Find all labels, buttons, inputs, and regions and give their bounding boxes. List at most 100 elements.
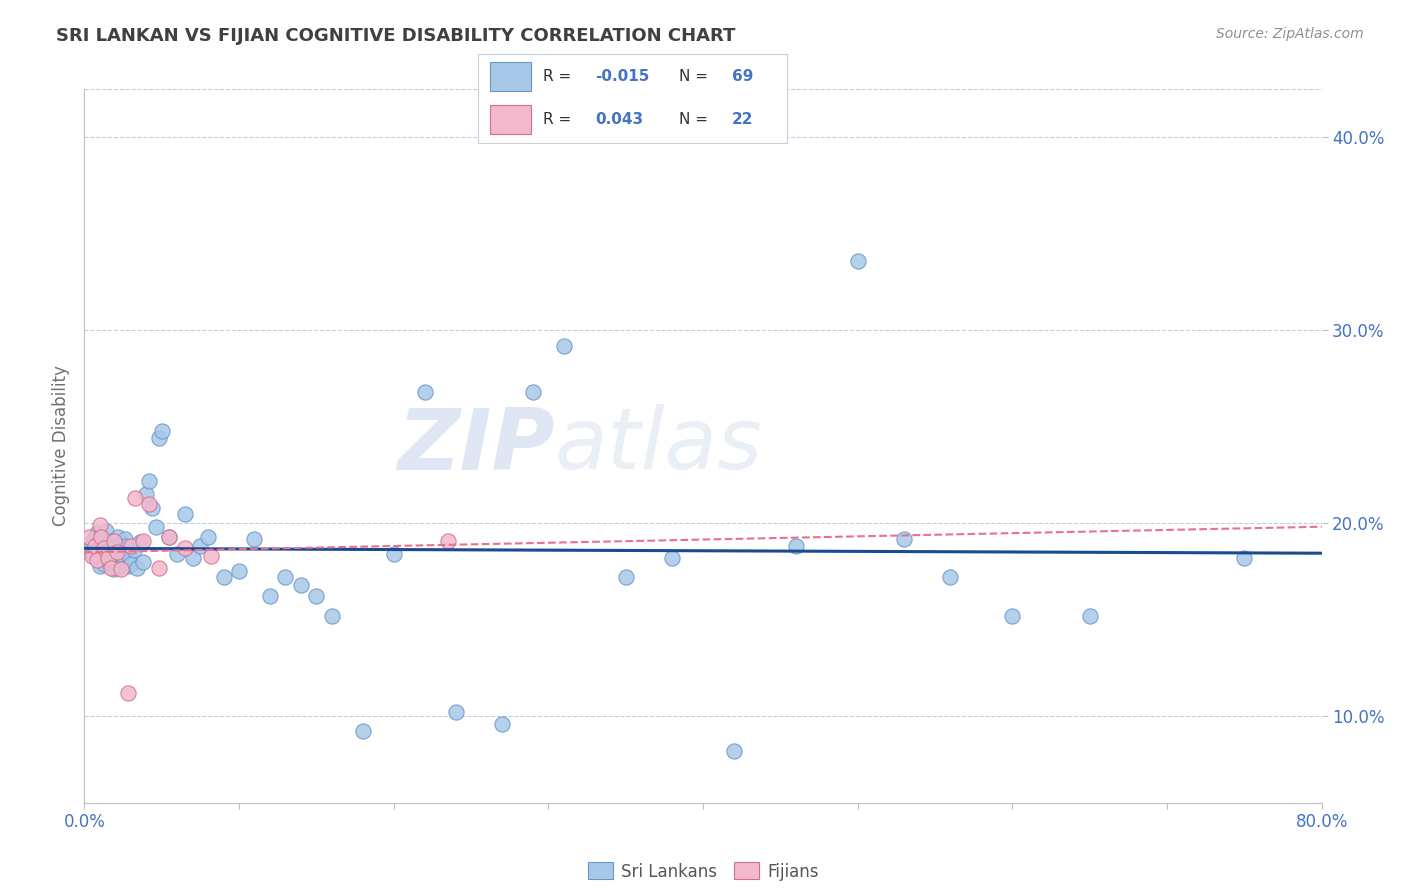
- Point: [86, 525, 108, 540]
- Point: [444, 705, 467, 719]
- Point: [124, 491, 146, 505]
- Point: [93, 541, 115, 556]
- Point: [785, 539, 807, 553]
- Point: [150, 424, 173, 438]
- Point: [82, 545, 104, 559]
- Point: [115, 539, 138, 553]
- Point: [110, 558, 132, 573]
- Text: 69: 69: [731, 70, 754, 84]
- Point: [89, 518, 111, 533]
- Point: [893, 532, 915, 546]
- Point: [118, 549, 141, 563]
- Point: [79, 535, 101, 549]
- Point: [181, 550, 204, 565]
- Point: [100, 533, 122, 548]
- Point: [112, 549, 135, 563]
- Point: [522, 384, 544, 399]
- Point: [212, 570, 235, 584]
- Point: [103, 562, 125, 576]
- Point: [93, 557, 115, 571]
- Point: [382, 547, 405, 561]
- Point: [141, 500, 163, 515]
- Point: [614, 570, 637, 584]
- Point: [105, 557, 128, 571]
- Point: [174, 541, 197, 556]
- Text: Source: ZipAtlas.com: Source: ZipAtlas.com: [1216, 27, 1364, 41]
- Point: [166, 547, 188, 561]
- Text: 22: 22: [731, 112, 754, 127]
- Text: N =: N =: [679, 112, 709, 127]
- Point: [436, 533, 458, 548]
- Point: [94, 524, 117, 538]
- Point: [101, 541, 124, 556]
- Point: [846, 253, 869, 268]
- Point: [159, 530, 180, 544]
- Point: [89, 558, 111, 573]
- Point: [120, 557, 142, 571]
- Point: [83, 532, 105, 546]
- Point: [228, 565, 250, 579]
- Point: [259, 590, 281, 604]
- Point: [138, 497, 160, 511]
- Point: [117, 558, 139, 573]
- Point: [148, 431, 170, 445]
- Text: R =: R =: [543, 112, 571, 127]
- Bar: [491, 105, 530, 134]
- Point: [723, 744, 745, 758]
- Point: [90, 541, 112, 556]
- Y-axis label: Cognitive Disability: Cognitive Disability: [52, 366, 70, 526]
- Point: [553, 339, 575, 353]
- Point: [84, 539, 107, 553]
- Text: ZIP: ZIP: [396, 404, 554, 488]
- Text: atlas: atlas: [554, 404, 762, 488]
- Point: [661, 550, 683, 565]
- Point: [174, 507, 197, 521]
- Point: [491, 716, 513, 731]
- Text: 0.043: 0.043: [596, 112, 644, 127]
- Point: [77, 530, 100, 544]
- Point: [90, 530, 112, 544]
- Point: [939, 570, 962, 584]
- Point: [243, 532, 266, 546]
- Point: [86, 553, 108, 567]
- Point: [105, 545, 128, 559]
- Point: [104, 549, 127, 563]
- Text: SRI LANKAN VS FIJIAN COGNITIVE DISABILITY CORRELATION CHART: SRI LANKAN VS FIJIAN COGNITIVE DISABILIT…: [56, 27, 735, 45]
- Point: [188, 539, 211, 553]
- Point: [135, 487, 157, 501]
- Text: R =: R =: [543, 70, 571, 84]
- Point: [82, 549, 104, 563]
- Point: [91, 549, 114, 563]
- Point: [305, 590, 328, 604]
- Point: [96, 547, 118, 561]
- Point: [413, 384, 436, 399]
- Point: [1078, 608, 1101, 623]
- Point: [114, 532, 136, 546]
- Point: [197, 530, 219, 544]
- Point: [84, 539, 107, 553]
- Point: [1233, 550, 1256, 565]
- Point: [321, 608, 343, 623]
- Point: [103, 533, 125, 548]
- Point: [129, 535, 152, 549]
- Point: [352, 724, 374, 739]
- Bar: [491, 62, 530, 91]
- Point: [274, 570, 297, 584]
- Point: [108, 539, 131, 553]
- Point: [98, 555, 121, 569]
- Point: [132, 555, 155, 569]
- Text: -0.015: -0.015: [596, 70, 650, 84]
- Point: [117, 686, 139, 700]
- Point: [122, 543, 145, 558]
- Legend: Sri Lankans, Fijians: Sri Lankans, Fijians: [581, 855, 825, 888]
- Point: [125, 560, 148, 574]
- Point: [159, 530, 180, 544]
- Point: [100, 560, 122, 574]
- Point: [87, 550, 110, 565]
- Point: [107, 530, 129, 544]
- Point: [96, 550, 118, 565]
- Point: [110, 562, 132, 576]
- Point: [1001, 608, 1024, 623]
- Point: [148, 560, 170, 574]
- Point: [89, 530, 111, 544]
